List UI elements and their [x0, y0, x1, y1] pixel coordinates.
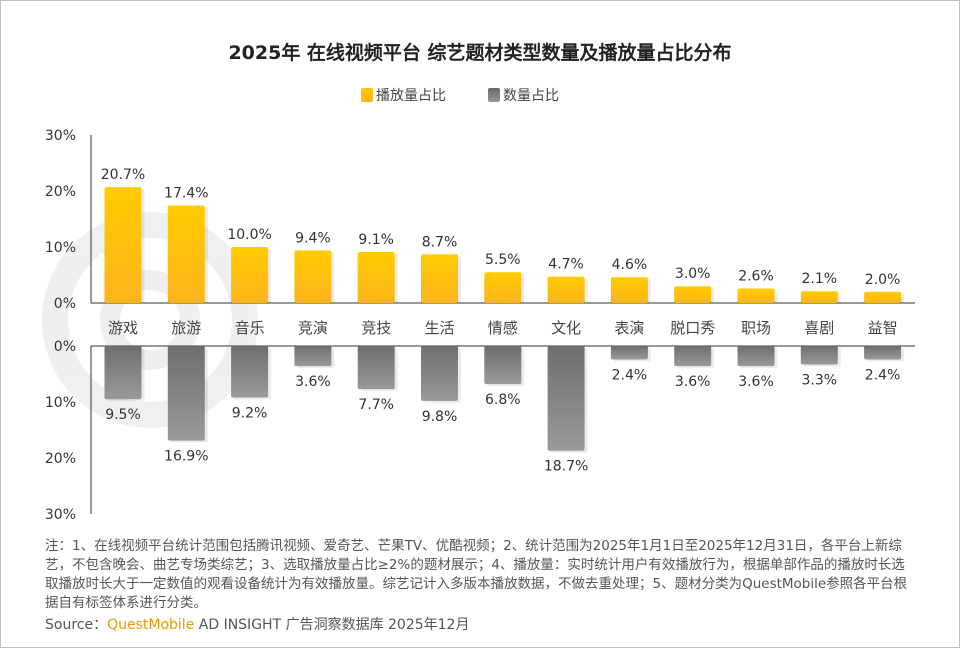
play-value-label: 5.5%	[485, 252, 521, 268]
count-bar	[674, 346, 712, 367]
category-label: 竞技	[361, 319, 391, 337]
count-value-label: 9.2%	[232, 406, 268, 422]
count-value-label: 7.7%	[358, 397, 394, 413]
legend-label-count: 数量占比	[503, 88, 559, 104]
top-y-tick: 20%	[45, 184, 76, 200]
play-value-label: 3.0%	[675, 266, 711, 282]
play-bar	[864, 291, 902, 303]
play-bar	[421, 254, 458, 303]
play-value-label: 9.1%	[358, 232, 394, 248]
category-label: 情感	[488, 319, 518, 337]
count-value-label: 2.4%	[612, 367, 648, 383]
count-value-label: 3.6%	[295, 374, 331, 390]
category-label: 旅游	[171, 319, 201, 337]
count-bar	[104, 346, 142, 400]
bottom-y-tick: 30%	[45, 507, 76, 523]
play-bar	[610, 277, 648, 303]
top-y-tick: 10%	[45, 240, 76, 256]
bottom-y-tick: 20%	[45, 451, 76, 467]
count-bar	[737, 346, 775, 367]
play-bar	[294, 250, 332, 303]
category-label: 竞演	[298, 319, 328, 337]
play-value-label: 2.1%	[802, 271, 838, 287]
legend-item-play: 播放量占比	[361, 85, 446, 105]
count-value-label: 3.6%	[738, 374, 774, 390]
top-y-tick: 30%	[45, 128, 76, 144]
source-brand: QuestMobile	[107, 617, 195, 633]
count-bar	[864, 346, 902, 360]
count-bar	[547, 346, 585, 451]
play-bar	[104, 187, 142, 303]
legend-swatch-count	[488, 88, 500, 102]
count-value-label: 9.5%	[105, 407, 141, 423]
count-bar	[610, 346, 648, 360]
source-text: AD INSIGHT 广告洞察数据库 2025年12月	[194, 617, 470, 633]
count-value-label: 18.7%	[544, 459, 588, 475]
category-label: 表演	[614, 319, 644, 337]
play-value-label: 4.6%	[612, 257, 648, 273]
category-label: 职场	[741, 319, 771, 337]
category-label: 喜剧	[804, 319, 834, 337]
watermark	[42, 212, 258, 428]
legend-swatch-play	[361, 88, 373, 102]
count-bar	[294, 346, 332, 367]
count-bar	[357, 346, 395, 390]
count-bar	[167, 346, 205, 441]
play-bar	[167, 205, 205, 303]
count-value-label: 9.8%	[422, 409, 458, 425]
play-value-label: 9.4%	[295, 230, 331, 246]
category-label: 益智	[868, 319, 898, 337]
play-bar	[231, 247, 269, 303]
legend-label-play: 播放量占比	[376, 88, 446, 104]
count-value-label: 16.9%	[164, 449, 208, 465]
play-value-label: 2.6%	[738, 268, 774, 284]
chart-title: 2025年 在线视频平台 综艺题材类型数量及播放量占比分布	[228, 42, 732, 64]
play-value-label: 2.0%	[865, 272, 901, 288]
play-value-label: 10.0%	[227, 227, 271, 243]
count-value-label: 6.8%	[485, 392, 521, 408]
legend-item-count: 数量占比	[488, 85, 559, 105]
category-label: 音乐	[235, 319, 265, 337]
count-bar	[484, 346, 522, 385]
bottom-y-tick: 0%	[54, 339, 76, 355]
play-bar	[547, 276, 585, 303]
category-label: 脱口秀	[670, 319, 715, 337]
play-bar	[357, 252, 395, 303]
count-bar	[421, 346, 458, 401]
source-line: Source：QuestMobile AD INSIGHT 广告洞察数据库 20…	[45, 614, 469, 634]
category-label: 生活	[424, 319, 454, 337]
play-value-label: 17.4%	[164, 186, 208, 202]
category-label: 文化	[551, 319, 581, 337]
count-bar	[231, 346, 269, 398]
count-value-label: 3.3%	[802, 372, 838, 388]
count-bar	[800, 346, 838, 365]
play-value-label: 8.7%	[422, 234, 458, 250]
bottom-y-tick: 10%	[45, 395, 76, 411]
count-value-label: 2.4%	[865, 367, 901, 383]
source-label: Source：	[45, 617, 108, 633]
play-value-label: 20.7%	[101, 167, 145, 183]
play-bar	[800, 291, 838, 303]
play-bar	[484, 272, 522, 303]
play-bar	[737, 288, 775, 303]
count-value-label: 3.6%	[675, 374, 711, 390]
category-label: 游戏	[108, 319, 138, 337]
play-bar	[674, 286, 712, 303]
top-y-tick: 0%	[54, 296, 76, 312]
play-value-label: 4.7%	[548, 257, 584, 273]
footnote: 注：1、在线视频平台统计范围包括腾讯视频、爱奇艺、芒果TV、优酷视频；2、统计范…	[45, 538, 908, 611]
